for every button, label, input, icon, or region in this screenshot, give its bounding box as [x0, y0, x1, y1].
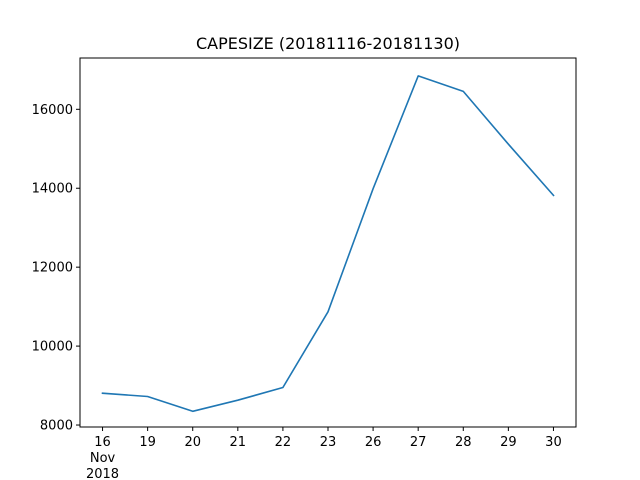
x-tick-label: 27 [410, 435, 427, 450]
x-tick-label: 20 [184, 435, 201, 450]
y-tick-label: 8000 [40, 419, 73, 434]
x-tick-label: 19 [139, 435, 156, 450]
x-sublabel: Nov [90, 451, 116, 466]
x-tick-label: 26 [365, 435, 382, 450]
y-tick-label: 12000 [32, 261, 73, 276]
y-axis: 8000 10000 12000 14000 16000 [32, 103, 80, 434]
y-tick-label: 14000 [32, 182, 73, 197]
x-tick-label: 29 [500, 435, 517, 450]
y-tick-label: 10000 [32, 340, 73, 355]
plot-frame [79, 57, 577, 428]
x-tick-label: 16 [94, 435, 111, 450]
x-tick-label: 28 [455, 435, 472, 450]
x-tick-label: 23 [320, 435, 337, 450]
y-tick-label: 16000 [32, 103, 73, 118]
x-tick-label: 22 [275, 435, 292, 450]
x-tick-label: 30 [545, 435, 562, 450]
series-line-0 [101, 75, 555, 413]
plot-series [101, 75, 555, 413]
x-sublabel: 2018 [86, 467, 119, 480]
chart-title: CAPESIZE (20181116-20181130) [196, 34, 460, 53]
x-tick-label: 21 [230, 435, 247, 450]
